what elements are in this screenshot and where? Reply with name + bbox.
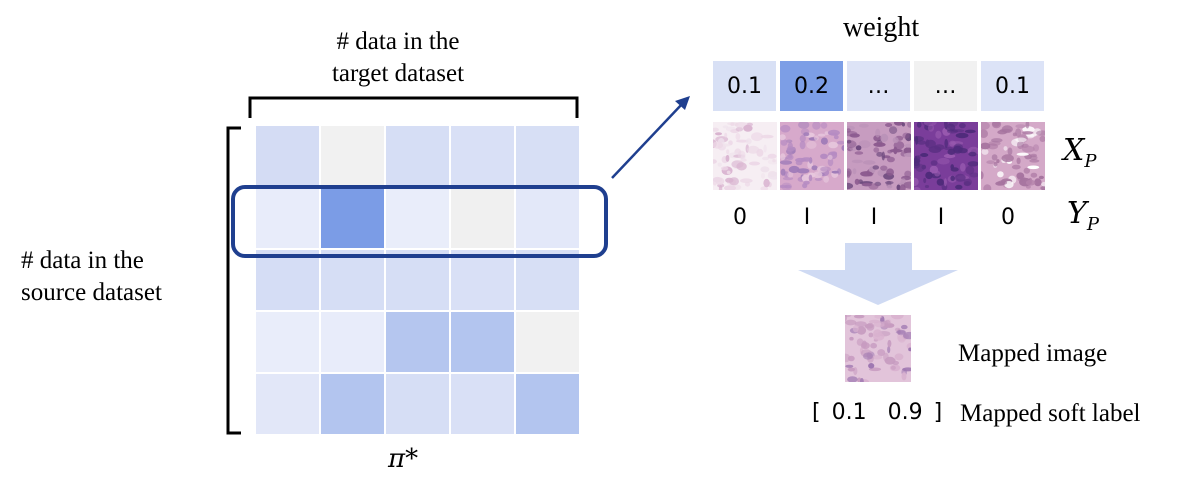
- matrix-cell: [386, 374, 449, 434]
- weight-cell: 0.1: [981, 61, 1044, 111]
- mapped-image-label: Mapped image: [958, 340, 1108, 367]
- top-bracket: [248, 96, 579, 118]
- matrix-cell: [256, 374, 319, 434]
- matrix-cell: [321, 126, 384, 186]
- pi-star-label: π*: [388, 444, 418, 474]
- soft-label-close: ]: [933, 400, 943, 425]
- y-label: I: [803, 205, 811, 230]
- pi-star-text: π*: [388, 444, 419, 474]
- thumb-fibrous-tissue: [780, 122, 844, 190]
- yp-sub: P: [1086, 214, 1099, 235]
- source-label-line2: source dataset: [21, 279, 162, 306]
- down-arrow: [798, 243, 958, 305]
- mapped-image: [840, 311, 916, 385]
- weight-value: …: [934, 73, 957, 99]
- matrix-cell: [516, 374, 579, 434]
- matrix-cell: [321, 374, 384, 434]
- matrix-cell: [516, 250, 579, 310]
- matrix-cell: [516, 312, 579, 372]
- matrix-cell: [451, 250, 514, 310]
- weight-value: 0.2: [794, 73, 829, 99]
- matrix-cell: [386, 126, 449, 186]
- matrix-cell: [256, 312, 319, 372]
- matrix-cell: [451, 374, 514, 434]
- matrix-cell: [256, 250, 319, 310]
- xp-text: X: [1063, 133, 1085, 168]
- matrix-cell: [386, 250, 449, 310]
- arrow-head: [675, 96, 690, 110]
- yp-text: Y: [1067, 196, 1087, 231]
- soft-label-v2: 0.9: [887, 400, 923, 425]
- thumb-tissue-with-void: [981, 122, 1045, 190]
- soft-label-v1: 0.1: [831, 400, 867, 425]
- matrix-cell: [451, 126, 514, 186]
- weight-cell: 0.2: [780, 61, 843, 111]
- weight-cell: 0.1: [713, 61, 776, 111]
- weight-value: …: [867, 73, 890, 99]
- source-dataset-label: # data in the source dataset: [21, 245, 162, 309]
- xp-sub: P: [1084, 151, 1097, 172]
- mapped-image-texture: [840, 311, 916, 385]
- thumb-adipose-tissue: [713, 122, 777, 190]
- thumb-cellular-tissue-1: [847, 122, 911, 190]
- left-bracket: [226, 126, 241, 435]
- highlighted-row-box: [231, 185, 608, 258]
- weight-label: weight: [843, 12, 920, 43]
- y-label: 0: [1001, 205, 1015, 230]
- target-label-line1: # data in the: [336, 28, 460, 55]
- weight-value: 0.1: [727, 73, 762, 99]
- weights-panel: 0.1 0.2 … … 0.1 0 I I I 0: [713, 0, 1053, 484]
- transport-plan-matrix: [256, 126, 579, 435]
- matrix-cell: [386, 188, 449, 248]
- yp-label: YP: [1067, 196, 1099, 235]
- matrix-cell: [321, 250, 384, 310]
- y-label: I: [937, 205, 945, 230]
- matrix-cell: [256, 126, 319, 186]
- target-label-line2: target dataset: [331, 60, 465, 87]
- arrow-line: [611, 102, 684, 179]
- matrix-cell: [386, 312, 449, 372]
- matrix-cell: [451, 312, 514, 372]
- matrix-cell: [516, 126, 579, 186]
- weight-cell: …: [914, 61, 977, 111]
- matrix-cell: [256, 188, 319, 248]
- xp-label: XP: [1063, 133, 1096, 172]
- matrix-cell: [321, 312, 384, 372]
- soft-label-open: [: [812, 400, 821, 425]
- matrix-cell: [516, 188, 579, 248]
- matrix-cell: [321, 188, 384, 248]
- weight-cell: …: [847, 61, 910, 111]
- y-label: 0: [733, 205, 747, 230]
- weight-value: 0.1: [995, 73, 1030, 99]
- mapped-soft-label-label: Mapped soft label: [960, 400, 1141, 427]
- source-label-line1: # data in the: [21, 247, 144, 274]
- thumb-dense-nuclei: [914, 122, 978, 190]
- soft-label-vector: [ 0.1 0.9 ]: [812, 400, 942, 425]
- y-label: I: [870, 205, 878, 230]
- matrix-cell: [451, 188, 514, 248]
- target-dataset-label: # data in the target dataset: [303, 26, 493, 90]
